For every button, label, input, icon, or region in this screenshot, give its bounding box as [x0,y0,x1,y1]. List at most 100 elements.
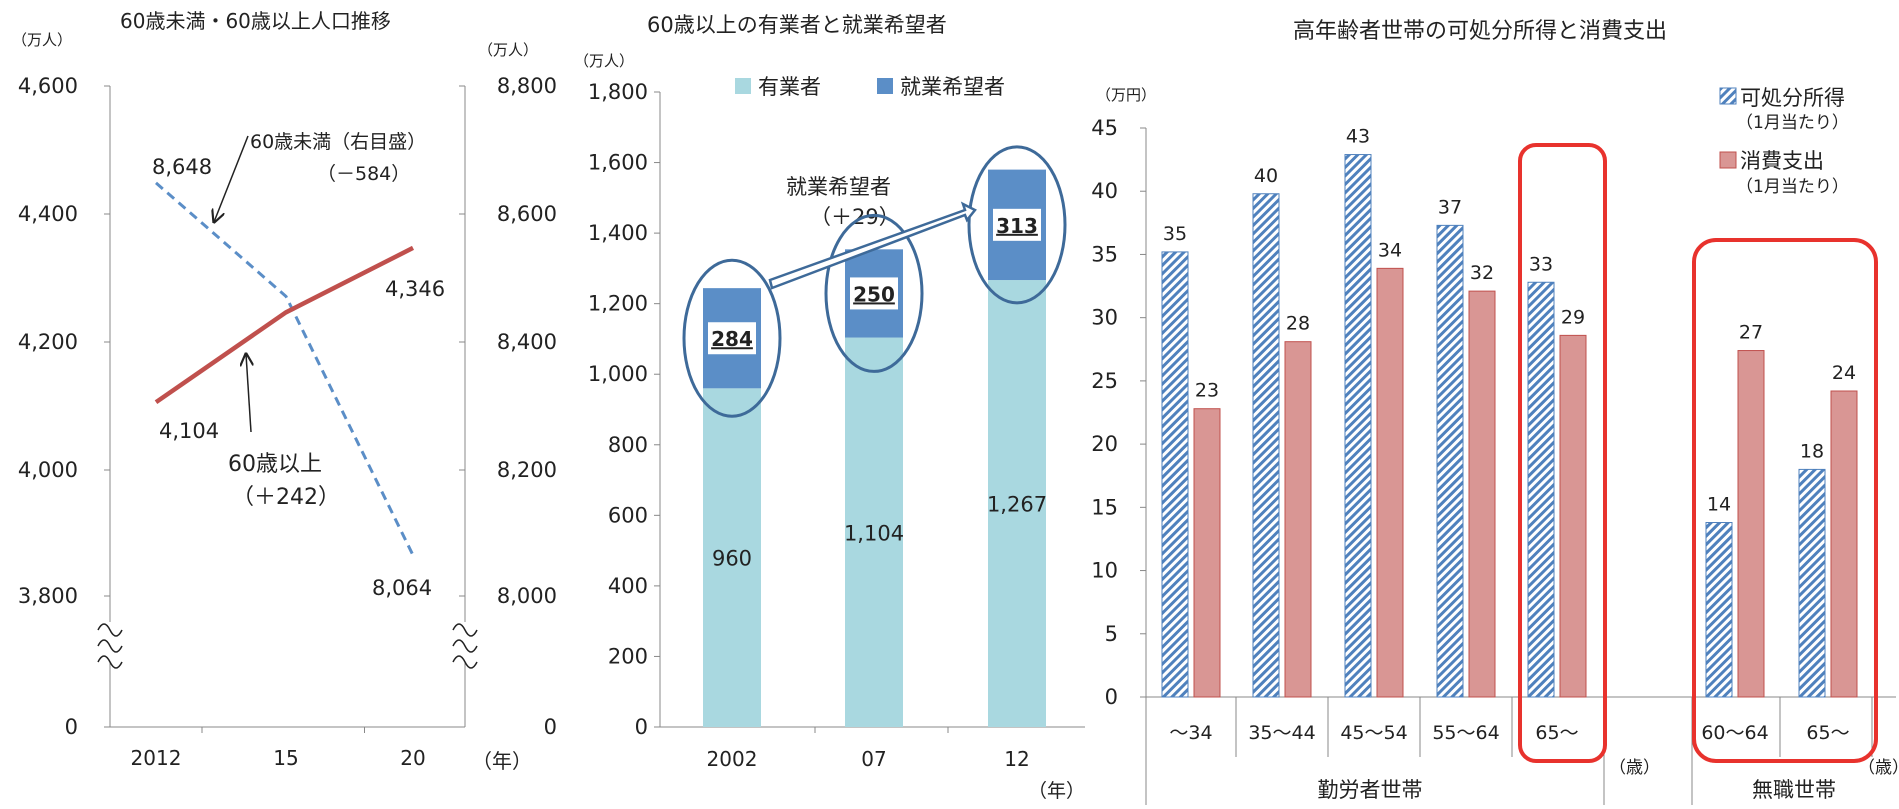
chart1-left-tick-label: 4,000 [18,458,78,482]
bar-employed [845,337,903,727]
chart3-y-tick-label: 35 [1091,242,1118,266]
highlight-ellipse [682,258,782,418]
bar-disposable-income [1161,251,1189,698]
chart1-x-tick-label: 2012 [131,746,182,770]
chart3-category-label: 65～ [1806,722,1849,744]
data-label-employed: 1,267 [987,493,1047,517]
chart2-y-unit: （万人） [574,52,634,70]
chart2-x-tick-label: 2002 [707,747,758,771]
chart1-right-unit: （万人） [478,41,538,59]
chart3-y-tick-label: 40 [1091,179,1118,203]
data-label-consumption: 23 [1195,380,1219,402]
chart1-right-tick-label: 0 [544,715,557,739]
chart2-y-tick-label: 200 [608,644,648,668]
chart1-right-tick-label: 8,000 [497,584,557,608]
chart3-title: 高年齢者世帯の可処分所得と消費支出 [1293,19,1667,44]
data-label-consumption: 27 [1739,322,1763,344]
chart2-y-tick-label: 1,400 [588,221,648,245]
chart3-y-tick-label: 10 [1091,559,1118,583]
data-label-under60-2012: 8,648 [152,155,212,179]
data-label-disposable: 40 [1254,165,1278,187]
legend-sub-disposable: （1月当たり） [1736,113,1849,133]
chart2-y-tick-label: 1,600 [588,151,648,175]
bar-disposable-income [1344,154,1372,698]
axis-break-mark [452,639,478,653]
age-unit-label: （歳） [1609,758,1660,778]
data-label-employed: 1,104 [844,521,904,545]
highlight-box-unemployed [1692,238,1878,763]
legend-swatch-disposable [1719,87,1737,105]
bar-employed [988,280,1046,727]
chart2-x-unit: （年） [1028,780,1085,802]
callout-arrow-under60 [214,135,249,222]
chart1-left-tick-label: 4,200 [18,330,78,354]
chart1-left-tick-label: 4,400 [18,202,78,226]
chart3-y-tick-label: 30 [1091,306,1118,330]
chart3-y-tick-label: 5 [1105,622,1118,646]
bar-consumption [1830,390,1858,698]
legend-swatch-job-seekers [877,78,893,94]
data-label-disposable: 35 [1163,223,1187,245]
bar-disposable-income [1436,224,1464,698]
highlight-ellipse [824,213,924,373]
axis-break-mark [97,639,123,653]
legend-label-job-seekers: 就業希望者 [900,75,1005,99]
line-series-under60 [155,181,415,556]
chart3-y-tick-label: 20 [1091,432,1118,456]
legend-label-consumption: 消費支出 [1740,149,1824,173]
legend-sub-consumption: （1月当たり） [1736,177,1849,197]
bar-disposable-income [1798,468,1826,698]
chart3-category-label: 45～54 [1340,722,1407,744]
chart3-category-label: 55～64 [1432,722,1499,744]
chart1-left-tick-label: 0 [65,715,78,739]
chart3-category-label: 35～44 [1248,722,1315,744]
chart3-y-tick-label: 15 [1091,495,1118,519]
data-label-consumption: 32 [1470,262,1494,284]
chart1-x-unit: （年） [472,749,532,773]
growth-arrow [768,201,977,290]
line-series-over60-change: （＋242） [232,485,340,510]
data-label-over60-2020: 4,346 [385,277,445,301]
bar-employed [703,388,761,727]
bar-consumption [1284,341,1312,698]
chart1-x-tick-label: 20 [400,746,425,770]
chart2-y-tick-label: 800 [608,433,648,457]
chart3-category-label: ～34 [1169,722,1212,744]
chart2-x-tick-label: 07 [861,747,886,771]
bar-label-bg [993,208,1041,241]
bar-label-bg [708,322,756,355]
chart2-title: 60歳以上の有業者と就業希望者 [647,13,947,37]
axis-break-mark [97,655,123,669]
chart1-title: 60歳未満・60歳以上人口推移 [120,9,391,33]
line-series-under60-name: 60歳未満（右目盛） [250,131,426,153]
age-unit-label-2: （歳） [1858,758,1899,778]
data-label-employed: 960 [712,547,752,571]
data-label-disposable: 14 [1707,494,1731,516]
data-label-job-seekers: 284 [711,327,753,351]
callout-arrow-over60 [246,354,251,433]
chart1-left-unit: （万人） [12,31,72,49]
data-label-under60-2020: 8,064 [372,576,432,600]
chart1-left-tick-label: 4,600 [18,74,78,98]
chart3-y-tick-label: 25 [1091,369,1118,393]
axis-break-mark [97,623,123,637]
data-label-consumption: 24 [1832,362,1856,384]
bar-disposable-income [1527,281,1555,698]
chart3-y-tick-label: 0 [1105,685,1118,709]
highlight-box-65-plus-workers [1518,143,1607,763]
chart3-y-tick-label: 45 [1091,116,1118,140]
bar-consumption [1737,350,1765,698]
bar-consumption [1559,334,1587,698]
chart1-left-tick-label: 3,800 [18,584,78,608]
chart2-y-tick-label: 1,000 [588,362,648,386]
chart1-x-tick-label: 15 [273,746,298,770]
chart2-y-tick-label: 600 [608,503,648,527]
data-label-disposable: 18 [1800,440,1824,462]
highlight-ellipse [967,145,1067,305]
data-label-consumption: 34 [1378,239,1402,261]
legend-swatch-employed [735,78,751,94]
chart1-right-tick-label: 8,400 [497,330,557,354]
chart2-y-tick-label: 1,800 [588,80,648,104]
group-label-worker-households: 勤労者世帯 [1318,778,1423,802]
